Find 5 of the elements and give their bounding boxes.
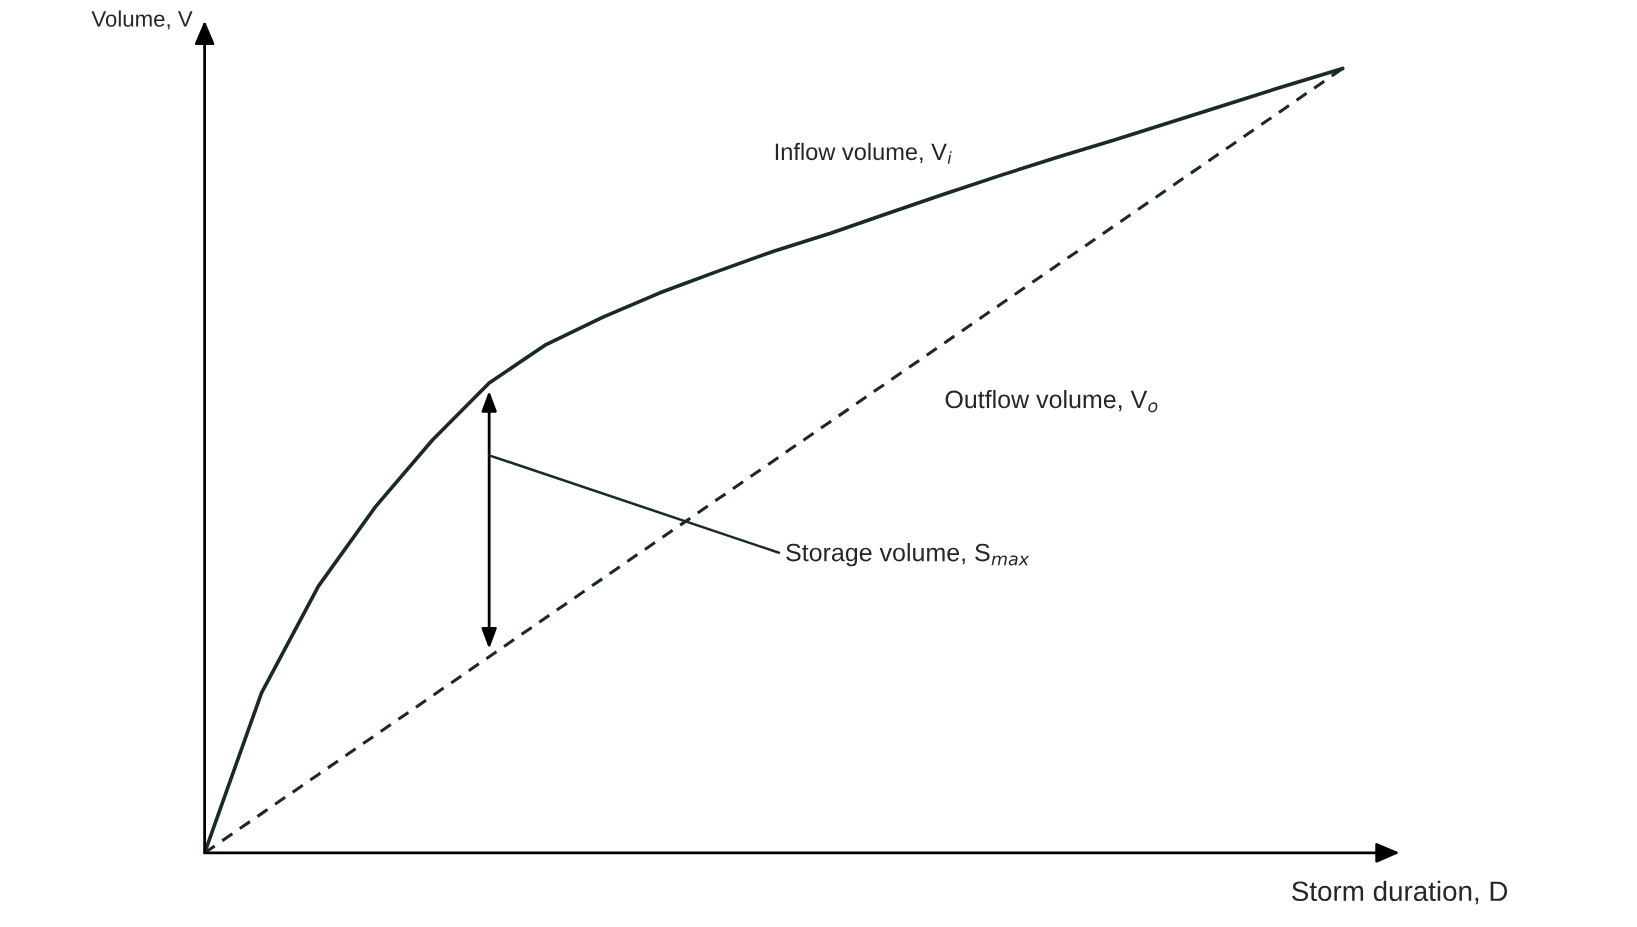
y-axis-title: Volume, V [91, 10, 193, 30]
series-label: Outflow volume, V$_{o}$ [945, 389, 1158, 413]
series-label: Inflow volume, V$_{i}$ [775, 142, 952, 164]
annotation: Storage volume, S$_{max}$ [786, 543, 1030, 567]
x-axis-title: Storm duration, D [1292, 880, 1508, 905]
